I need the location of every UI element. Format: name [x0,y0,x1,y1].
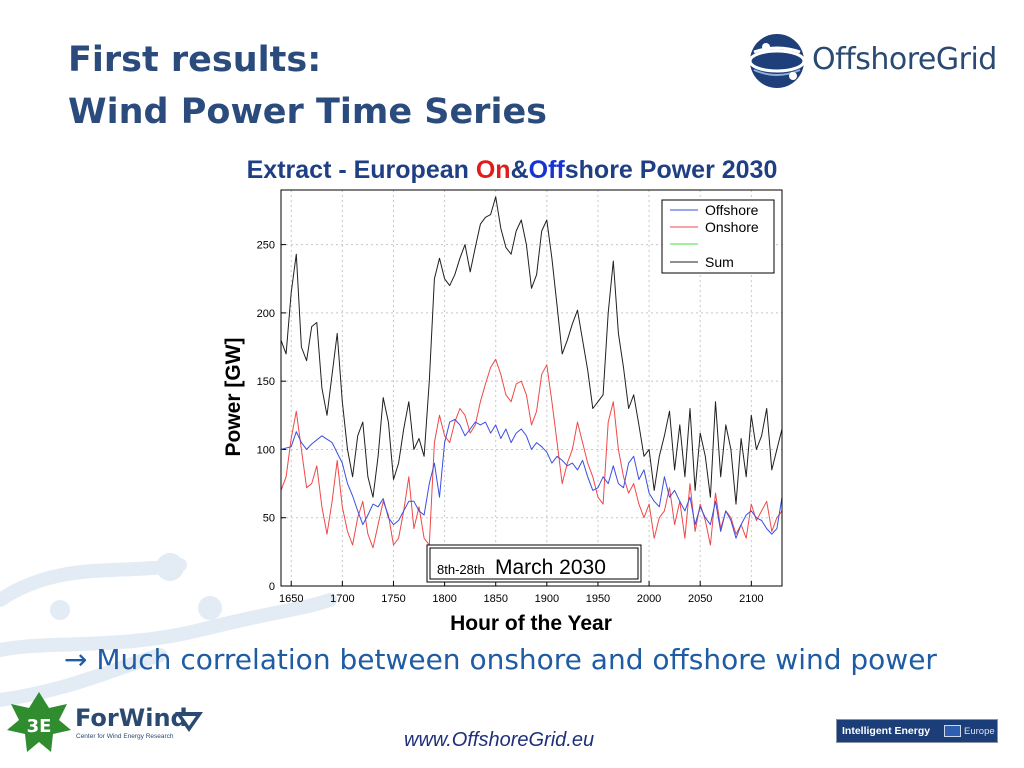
eu-flag-icon [944,725,961,737]
y-tick-label: 50 [263,513,275,525]
logo-text: OffshoreGrid [812,42,997,77]
globe-icon [748,34,806,88]
title-line-1: First results: [68,40,322,80]
y-tick-label: 150 [257,376,275,388]
legend-label-offshore: Offshore [705,202,759,218]
series-line-sum [280,196,783,505]
subtitle-amp: & [510,156,529,184]
forwind-subtitle: Center for Wind Energy Research [76,733,174,740]
3e-text: 3E [27,716,52,737]
conclusion-text: → Much correlation between onshore and o… [64,643,937,676]
annotation-inner-border [429,547,639,580]
forwind-logo: 3E ForWind Center for Wind Energy Resear… [5,690,210,758]
deco-dot [198,596,222,620]
y-tick-label: 0 [269,581,275,593]
chart-title: Extract - European On&Offshore Power 203… [0,156,1024,185]
deco-dot [50,600,70,620]
annotation-box [426,544,642,583]
conclusion-label: Much correlation between onshore and off… [96,643,937,676]
legend-label-sum: Sum [705,254,734,270]
subtitle-on: On [475,156,511,184]
x-tick-label: 1900 [535,593,559,605]
annotation-large-text: March 2030 [495,556,606,579]
deco-dot [156,553,184,581]
x-axis-label: Hour of the Year [450,612,612,635]
subtitle-prefix: Extract - European [246,156,476,184]
x-tick-label: 1950 [586,593,610,605]
series-line-offshore [280,418,783,539]
y-axis-label: Power [GW] [222,338,245,457]
x-tick-label: 2100 [739,593,763,605]
subtitle-suffix: shore Power 2030 [564,156,778,184]
x-tick-label: 2000 [637,593,661,605]
x-tick-label: 1750 [381,593,405,605]
x-tick-label: 1800 [432,593,456,605]
forwind-name: ForWind [75,704,188,732]
plot-frame [280,189,783,587]
footer-url[interactable]: www.OffshoreGrid.eu [404,729,595,751]
arrow-icon: → [64,643,88,676]
x-tick-label: 1700 [330,593,354,605]
title-line-2: Wind Power Time Series [68,92,548,132]
subtitle-off: Off [528,156,565,184]
legend-label-onshore: Onshore [705,219,759,235]
deco-curve [0,593,337,657]
deco-curve [0,648,167,707]
x-tick-label: 1650 [279,593,303,605]
x-tick-label: 2050 [688,593,712,605]
intelligent-energy-logo: Intelligent Energy Europe [836,719,998,743]
slide-title: First results: Wind Power Time Series [68,34,547,138]
offshoregrid-logo: OffshoreGrid [746,30,1006,94]
date-annotation: 8th-28th March 2030 [426,544,642,583]
chart-legend: Offshore Onshore Sum [661,199,775,274]
forwind-emblem-icon [175,712,203,732]
annotation-small-text: 8th-28th [437,562,485,577]
y-tick-label: 250 [257,240,275,252]
y-tick-label: 200 [257,308,275,320]
iee-text: Intelligent Energy [842,725,931,737]
x-tick-label: 1850 [483,593,507,605]
iee-region: Europe [964,726,995,737]
chart-lines [280,196,783,549]
3e-leaf-icon: 3E [7,692,71,752]
legend-box [661,199,775,274]
y-tick-label: 100 [257,444,275,456]
